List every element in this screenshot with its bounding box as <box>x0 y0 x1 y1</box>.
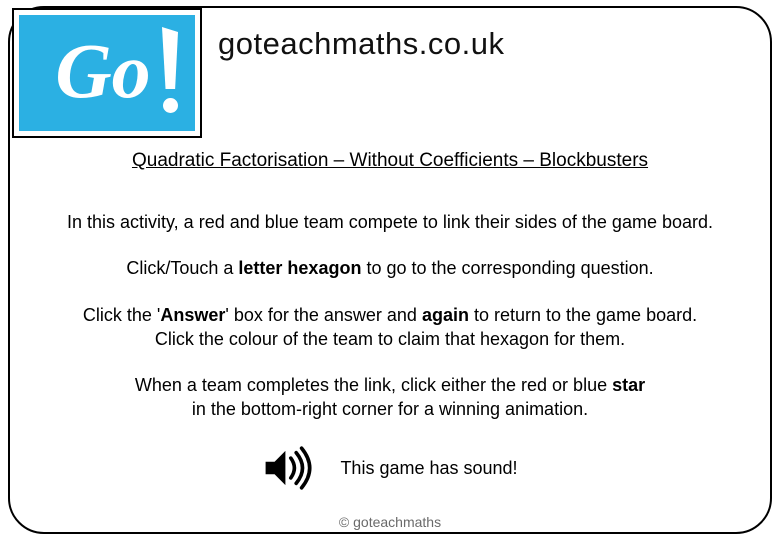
text: Click the colour of the team to claim th… <box>155 329 625 349</box>
text: When a team completes the link, click ei… <box>135 375 612 395</box>
instruction-star: When a team completes the link, click ei… <box>24 373 756 422</box>
logo-text: Go <box>55 32 150 110</box>
instruction-answer: Click the 'Answer' box for the answer an… <box>24 303 756 352</box>
content-area: Quadratic Factorisation – Without Coeffi… <box>0 150 780 492</box>
text-bold: letter hexagon <box>238 258 361 278</box>
logo-background: Go <box>19 15 195 131</box>
text: ' box for the answer and <box>225 305 422 325</box>
intro-paragraph: In this activity, a red and blue team co… <box>24 210 756 234</box>
page-heading: Quadratic Factorisation – Without Coeffi… <box>24 150 756 172</box>
text-bold: again <box>422 305 469 325</box>
footer-copyright: © goteachmaths <box>0 514 780 530</box>
sound-text: This game has sound! <box>340 456 517 480</box>
speaker-icon <box>262 444 316 492</box>
text-bold: star <box>612 375 645 395</box>
text: to go to the corresponding question. <box>361 258 653 278</box>
site-title: goteachmaths.co.uk <box>218 26 504 62</box>
sound-row: This game has sound! <box>24 444 756 492</box>
text-bold: Answer <box>160 305 225 325</box>
text: Click/Touch a <box>126 258 238 278</box>
text: in the bottom-right corner for a winning… <box>192 399 588 419</box>
logo-container: Go <box>12 8 202 138</box>
text: to return to the game board. <box>469 305 697 325</box>
exclamation-icon <box>159 27 181 119</box>
text: Click the ' <box>83 305 160 325</box>
instruction-hexagon: Click/Touch a letter hexagon to go to th… <box>24 256 756 280</box>
